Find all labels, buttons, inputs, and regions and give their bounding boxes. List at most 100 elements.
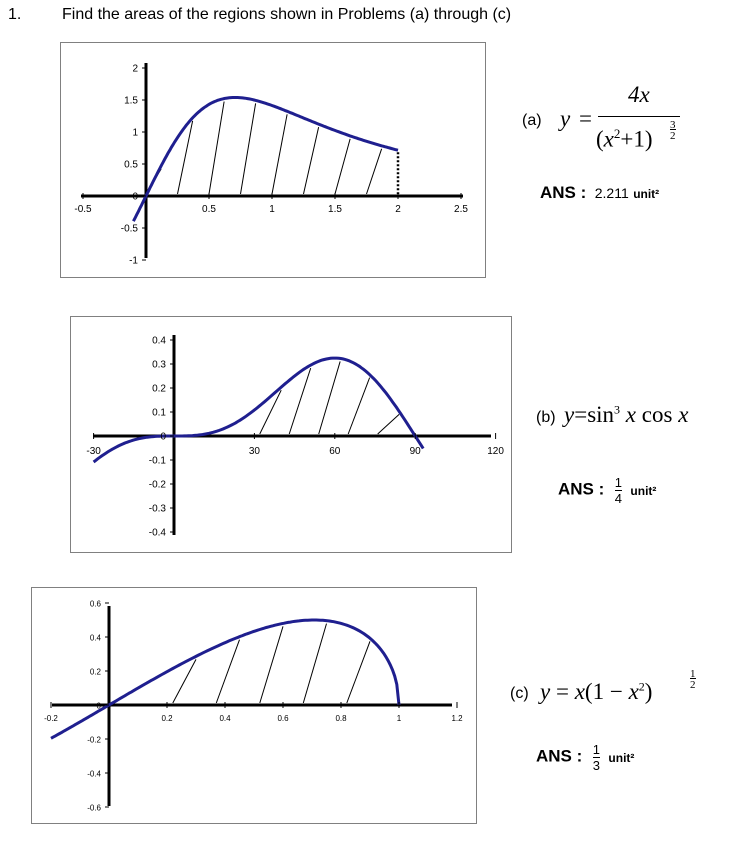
y-tick-label: -0.3 [149, 504, 167, 515]
hatch-line [271, 114, 288, 195]
formula-a-lhs: y [560, 106, 571, 131]
y-tick-label: -0.6 [87, 804, 101, 813]
y-tick-label: -0.4 [87, 770, 101, 779]
y-tick-label: 0.3 [152, 360, 166, 371]
formula-a-denominator: (x2+1) [596, 126, 653, 152]
x-tick-label: 0.6 [277, 714, 289, 723]
x-tick-label: 1 [397, 714, 402, 723]
x-tick-label: 30 [249, 446, 261, 457]
x-tick-label: 90 [410, 446, 422, 457]
formula-a-eq: = [579, 106, 592, 131]
formula-b-expression: y [564, 402, 575, 427]
hatch-line [288, 367, 312, 435]
y-tick-label: -0.4 [149, 528, 167, 539]
answer-a: ANS : 2.211 unit² [540, 183, 659, 203]
hatch-line [172, 659, 197, 704]
answer-b-fraction: 1 4 [614, 475, 622, 506]
answer-b-label: ANS : [558, 479, 605, 499]
answer-a-label: ANS : [540, 183, 587, 202]
x-tick-label: 0.2 [161, 714, 173, 723]
y-tick-label: 1.5 [124, 96, 138, 107]
hatch-line [302, 623, 327, 704]
y-tick-label: 0.2 [90, 668, 102, 677]
hatch-line [303, 127, 320, 195]
hatch-line [318, 361, 341, 435]
answer-b-denominator: 4 [614, 490, 622, 506]
y-tick-label: 0 [132, 192, 138, 203]
x-tick-label: 0.5 [202, 204, 216, 215]
part-label-c: (c) [510, 685, 529, 702]
y-tick-label: 0 [97, 702, 102, 711]
formula-b: (b) y=sin3 x cos x [536, 402, 688, 428]
hatch-line [240, 103, 257, 195]
answer-c-label: ANS : [536, 746, 583, 766]
graph-c: -0.2 0.2 0.4 0.6 0.8 1 1.2 0.6 0.4 0.2 0 -0.2 -0.4 -0… [44, 600, 463, 813]
graph-panel-c: -0.2 0.2 0.4 0.6 0.8 1 1.2 0.6 0.4 0.2 0 -0.2 -0.4 -0… [31, 587, 477, 824]
answer-c-fraction: 1 3 [592, 742, 600, 773]
x-tick-label: -0.5 [74, 204, 92, 215]
hatch-line [377, 413, 400, 435]
y-tick-label: 0.4 [152, 336, 166, 347]
y-tick-label: -0.2 [87, 736, 101, 745]
y-tick-label: 1 [132, 128, 138, 139]
answer-c-denominator: 3 [592, 757, 600, 773]
curve [132, 96, 399, 222]
hatch-line [366, 148, 383, 195]
hatch-line [334, 138, 351, 195]
graph-a: -0.5 0.5 1 1.5 2 2.5 2 1.5 1 0.5 0 -0.5 -1 [74, 63, 468, 267]
y-tick-label: -0.2 [149, 480, 167, 491]
y-tick-label: 0.5 [124, 160, 138, 171]
answer-b: ANS : 1 4 unit² [558, 475, 656, 506]
question-number: 1. [8, 6, 22, 23]
answer-c-unit: unit² [608, 750, 635, 765]
hatch-line [346, 641, 371, 704]
graph-panel-b: -30 30 60 90 120 0.4 0.3 0.2 0.1 0 -0.1 -0.2 -0.3 -0.… [70, 316, 512, 553]
formula-a-fraction-bar [598, 116, 680, 117]
answer-c: ANS : 1 3 unit² [536, 742, 634, 773]
y-tick-label: 0.4 [90, 634, 102, 643]
hatch-line [177, 120, 194, 195]
part-label-a: (a) [522, 112, 542, 129]
x-tick-label: 1.2 [451, 714, 463, 723]
y-tick-label: 2 [132, 64, 138, 75]
hatch-line [215, 639, 240, 704]
y-tick-label: -0.1 [149, 456, 167, 467]
graph-b: -30 30 60 90 120 0.4 0.3 0.2 0.1 0 -0.1 -0.2 -0.3 -0.… [86, 335, 504, 539]
answer-b-numerator: 1 [614, 475, 622, 490]
x-tick-label: 60 [329, 446, 341, 457]
x-tick-label: 120 [487, 446, 504, 457]
x-tick-label: -30 [86, 446, 101, 457]
formula-b-rest: =sin3 x cos x [574, 402, 689, 427]
x-tick-label: -0.2 [44, 714, 58, 723]
hatch-line [259, 626, 284, 704]
formula-a-numerator: 4x [628, 82, 650, 107]
answer-a-unit: unit² [633, 187, 660, 201]
y-tick-label: -1 [129, 256, 138, 267]
answer-a-value: 2.211 [594, 185, 629, 201]
answer-c-numerator: 1 [592, 742, 600, 757]
formula-c-expression: y = x(1 − x2) [540, 679, 653, 704]
y-tick-label: -0.5 [121, 224, 139, 235]
x-tick-label: 0.4 [219, 714, 231, 723]
hatch-line [347, 377, 371, 435]
part-label-b: (b) [536, 409, 556, 426]
y-tick-label: 0.6 [90, 600, 102, 609]
x-tick-label: 0.8 [335, 714, 347, 723]
y-tick-label: 0.2 [152, 384, 166, 395]
answer-b-unit: unit² [630, 483, 657, 498]
x-tick-label: 2.5 [454, 204, 468, 215]
question-text: Find the areas of the regions shown in P… [62, 6, 512, 23]
x-tick-label: 1.5 [328, 204, 342, 215]
graph-panel-a: -0.5 0.5 1 1.5 2 2.5 2 1.5 1 0.5 0 -0.5 -1 [60, 42, 486, 278]
curve [92, 356, 425, 464]
y-tick-label: 0.1 [152, 408, 166, 419]
hatch-line [259, 389, 282, 435]
y-tick-label: 0 [160, 432, 166, 443]
hatch-line [208, 101, 225, 195]
x-tick-label: 1 [269, 204, 275, 215]
x-tick-label: 2 [395, 204, 401, 215]
